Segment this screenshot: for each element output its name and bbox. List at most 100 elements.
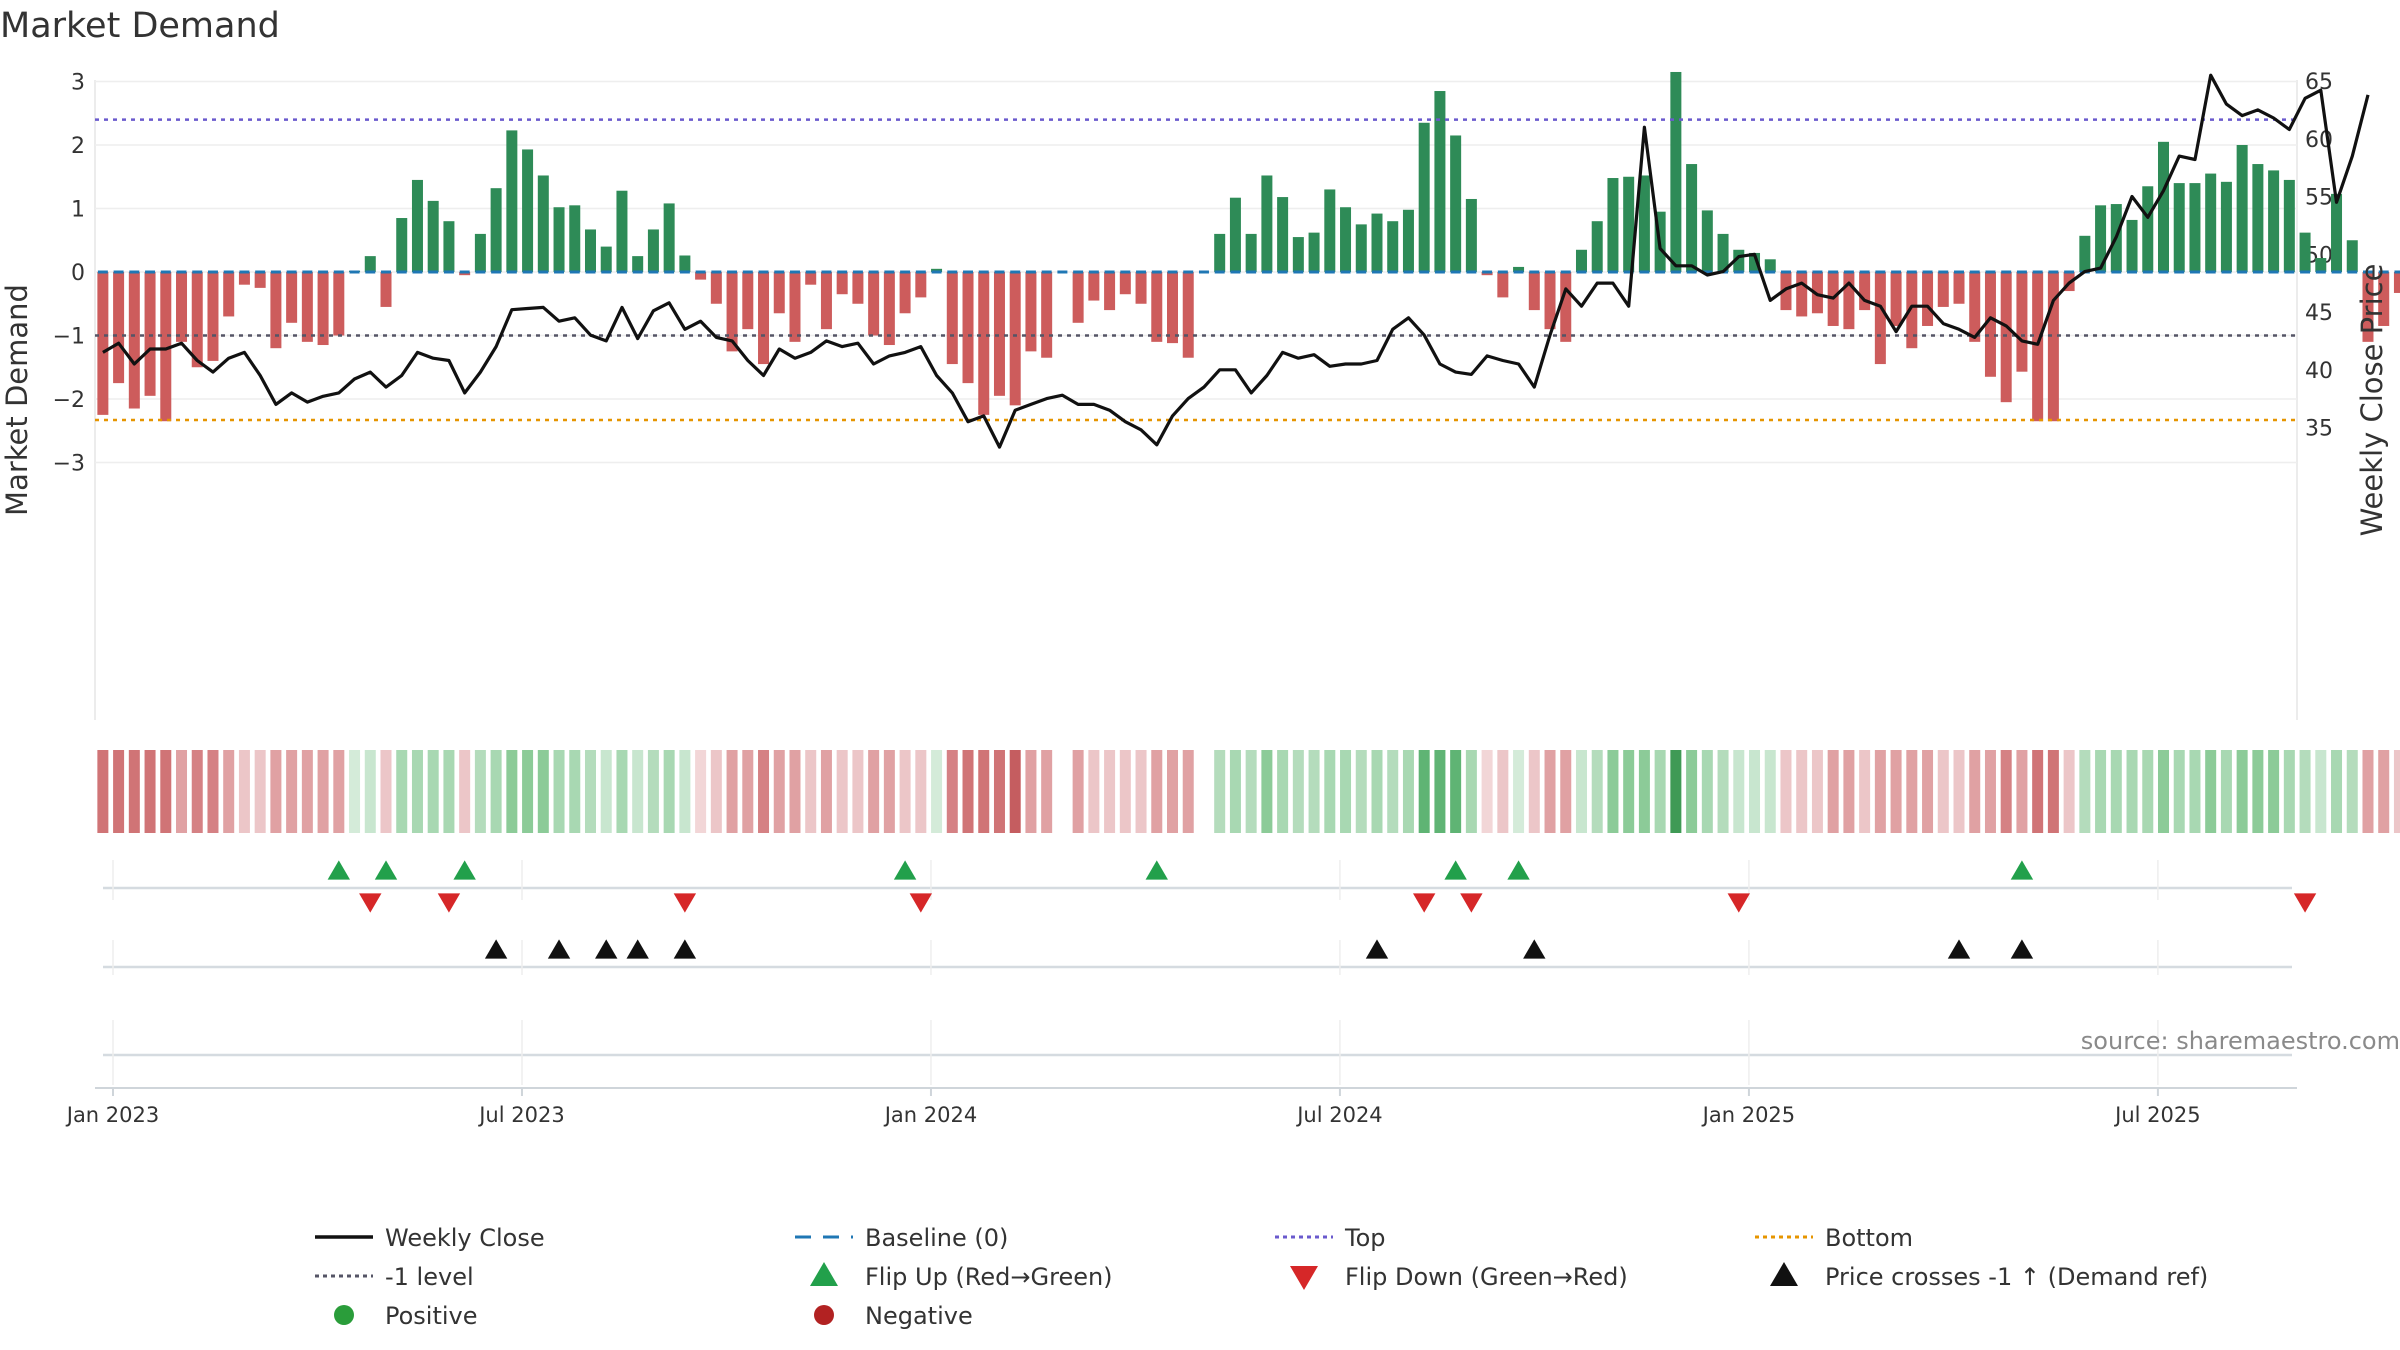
demand-bar-negative [176,272,188,342]
demand-bar-positive [1418,122,1430,273]
positive-legend-swatch [334,1305,354,1325]
right-tick-label: 35 [2305,417,2333,442]
left-axis-label: Market Demand [0,284,34,516]
strip-cell [1198,750,1210,833]
strip-cell [1245,750,1257,833]
strip-cell [632,750,644,833]
flip-up-marker [1507,860,1530,880]
strip-cell [317,750,329,833]
strip-cell [1481,750,1493,833]
demand-bar-negative [868,272,880,336]
strip-cell [1811,750,1823,833]
strip-cell [1104,750,1116,833]
strip-cell [113,750,125,833]
demand-bar-positive [2079,235,2091,272]
demand-bar-negative [852,272,864,304]
strip-cell [1544,750,1556,833]
demand-bar-positive [1308,232,1320,272]
strip-cell [1686,750,1698,833]
demand-bar-negative [1182,272,1194,358]
demand-bar-positive [2268,170,2280,272]
price-cross-marker [1523,939,1546,959]
strip-cell [805,750,817,833]
strip-cell [2095,750,2107,833]
demand-bar-positive [1387,221,1399,272]
demand-bar-negative [301,272,313,342]
legend-label-flip-up: Flip Up (Red→Green) [865,1263,1113,1291]
legend-label-negative: Negative [865,1302,973,1330]
flip-up-legend-swatch [810,1262,838,1286]
demand-bar-negative [1528,272,1540,311]
demand-bar-negative [1088,272,1100,301]
demand-bar-positive [427,200,439,272]
demand-bar-positive [1575,249,1587,272]
strip-cell [742,750,754,833]
demand-bar-positive [2220,181,2232,272]
demand-bar-positive [2283,179,2295,272]
cross-row-gridlines [112,940,2159,975]
strip-cell [695,750,707,833]
strip-cell [1387,750,1399,833]
strip-cell [2299,750,2311,833]
strip-cell [1025,750,1037,833]
strip-cell [2346,750,2358,833]
strip-cell [427,750,439,833]
demand-bar-negative [2000,272,2012,403]
demand-bar-negative [1481,272,1493,276]
strip-cell [1623,750,1635,833]
price-cross-marker [547,939,571,959]
flip-up-marker [893,860,917,880]
demand-bar-positive [2315,258,2327,272]
demand-bar-positive [1465,198,1477,272]
demand-bar-positive [1764,259,1776,272]
legend-label-price-cross: Price crosses -1 ↑ (Demand ref) [1825,1263,2208,1291]
strip-cell [2047,750,2059,833]
strip-cell [868,750,880,833]
strip-cell [710,750,722,833]
strip-cell [270,750,282,833]
empty-panel [103,1020,2292,1085]
demand-bar-negative [286,272,298,323]
left-tick-label: 3 [71,71,85,96]
x-tick-label: Jan 2024 [883,1103,978,1127]
strip-cell [522,750,534,833]
strip-cell [773,750,785,833]
flip-down-marker [437,893,461,913]
strip-cell [2378,750,2390,833]
strip-cell [663,750,675,833]
strip-cell [1497,750,1509,833]
strip-cell [2016,750,2028,833]
demand-bar-positive [2331,193,2343,272]
flip-down-marker [359,893,382,913]
right-axis-label: Weekly Close Price [2355,264,2389,537]
demand-bar-positive [2126,219,2138,272]
strip-cell [1292,750,1304,833]
demand-bar-positive [474,233,486,272]
demand-bar-negative [1969,272,1981,342]
strip-cell [443,750,455,833]
demand-bar-negative [1560,272,1572,342]
demand-bar-negative [1922,272,1934,326]
strip-cell [2283,750,2295,833]
strip-cell [1402,750,1414,833]
left-tick-label: −3 [53,452,85,477]
strip-cell [789,750,801,833]
price-cross-legend-swatch [1770,1262,1798,1286]
demand-bar-negative [1874,272,1886,365]
demand-bar-positive [663,203,675,272]
demand-bar-negative [2016,272,2028,372]
price-cross-marker [1947,939,1971,959]
demand-bar-negative [978,272,990,415]
price-cross-markers [484,939,2034,959]
strip-cell [1465,750,1477,833]
strip-cell [946,750,958,833]
demand-bar-positive [1277,197,1289,272]
strip-cell [1167,750,1179,833]
strip-cell [223,750,235,833]
demand-bar-negative [2032,272,2044,422]
demand-bar-positive [396,218,408,272]
strip-cell [207,750,219,833]
demand-bar-negative [2393,272,2400,293]
demand-bar-negative [1041,272,1053,358]
